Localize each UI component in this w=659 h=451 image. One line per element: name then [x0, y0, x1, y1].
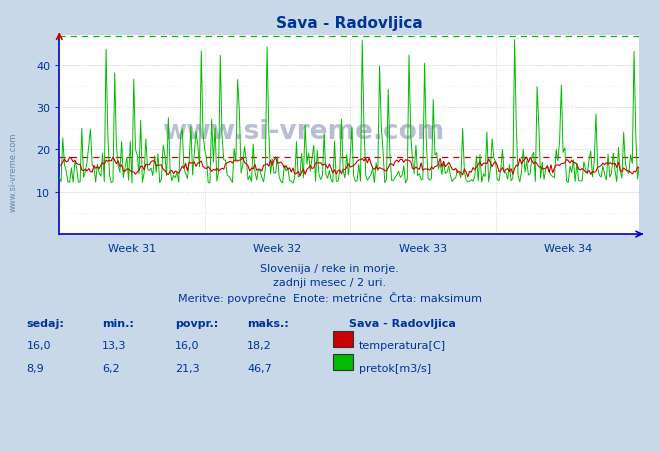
- Text: 13,3: 13,3: [102, 341, 127, 350]
- Text: pretok[m3/s]: pretok[m3/s]: [359, 363, 431, 373]
- Text: 18,2: 18,2: [247, 341, 272, 350]
- Text: sedaj:: sedaj:: [26, 318, 64, 328]
- Text: povpr.:: povpr.:: [175, 318, 218, 328]
- Text: min.:: min.:: [102, 318, 134, 328]
- Text: 16,0: 16,0: [26, 341, 51, 350]
- Text: 46,7: 46,7: [247, 363, 272, 373]
- Text: 6,2: 6,2: [102, 363, 120, 373]
- Text: Sava - Radovljica: Sava - Radovljica: [349, 318, 456, 328]
- Text: Slovenija / reke in morje.: Slovenija / reke in morje.: [260, 264, 399, 274]
- Text: Meritve: povprečne  Enote: metrične  Črta: maksimum: Meritve: povprečne Enote: metrične Črta:…: [177, 291, 482, 303]
- Text: temperatura[C]: temperatura[C]: [359, 341, 446, 350]
- Text: 21,3: 21,3: [175, 363, 199, 373]
- Text: www.si-vreme.com: www.si-vreme.com: [161, 118, 444, 144]
- Title: Sava - Radovljica: Sava - Radovljica: [276, 16, 422, 31]
- Text: maks.:: maks.:: [247, 318, 289, 328]
- Text: www.si-vreme.com: www.si-vreme.com: [9, 132, 18, 211]
- Text: 16,0: 16,0: [175, 341, 199, 350]
- Text: zadnji mesec / 2 uri.: zadnji mesec / 2 uri.: [273, 277, 386, 287]
- Text: 8,9: 8,9: [26, 363, 44, 373]
